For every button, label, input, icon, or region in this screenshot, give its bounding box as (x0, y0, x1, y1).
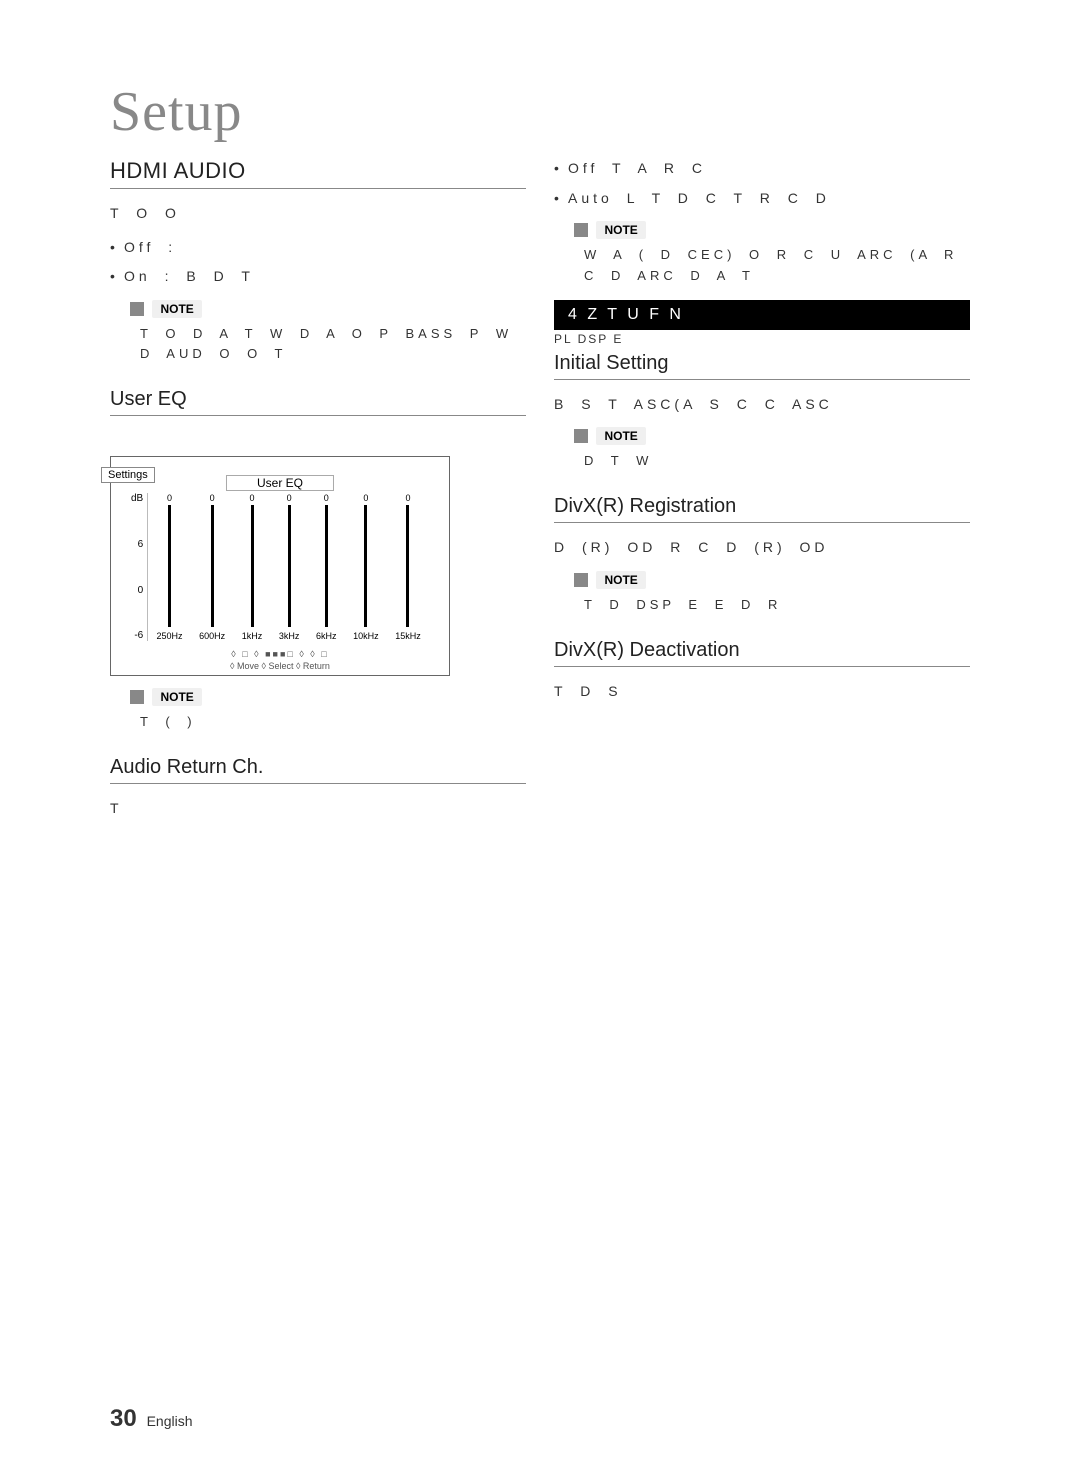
note-icon (130, 690, 144, 704)
eq-footer: ◊ □ ◊ ■■■□ ◊ ◊ □ ◊ Move ◊ Select ◊ Retur… (111, 649, 449, 671)
eq-band: 0 10kHz (353, 493, 379, 641)
note-icon (574, 573, 588, 587)
page-title: Setup (110, 80, 970, 144)
eq-freq: 1kHz (242, 631, 263, 641)
arc-text: T (110, 798, 526, 820)
eq-slider[interactable] (325, 505, 328, 627)
divx-reg-note: NOTE T D DSP E E D R (574, 571, 970, 615)
divx-deact-heading: DivX(R) Deactivation (554, 639, 970, 667)
y-tick: -6 (131, 630, 143, 641)
eq-footer-symbols: ◊ □ ◊ ■■■□ ◊ ◊ □ (111, 649, 449, 659)
list-item: Auto L T D C T R C D (568, 188, 970, 210)
hdmi-audio-bullets: Off : On : B D T (110, 237, 526, 288)
eq-slider[interactable] (406, 505, 409, 627)
note-text: T D DSP E E D R (574, 595, 970, 615)
page-number: 30 (110, 1405, 137, 1432)
eq-top-val: 0 (250, 493, 255, 503)
note-label: NOTE (596, 571, 645, 589)
eq-band: 0 1kHz (242, 493, 263, 641)
page-language: English (147, 1413, 193, 1429)
eq-top-val: 0 (363, 493, 368, 503)
arc-heading: Audio Return Ch. (110, 756, 526, 784)
user-eq-chart: Settings User EQ dB 6 0 -6 0250Hz 0600Hz… (110, 456, 450, 676)
user-eq-note: NOTE T ( ) (130, 688, 526, 732)
note-label: NOTE (152, 688, 201, 706)
note-text: T O D A T W D A O P BASS P W D AUD O O T (130, 324, 526, 364)
eq-freq: 600Hz (199, 631, 225, 641)
divx-deact-text: T D S (554, 681, 970, 703)
eq-slider[interactable] (251, 505, 254, 627)
hdmi-audio-heading: HDMI AUDIO (110, 158, 526, 189)
eq-footer-text: ◊ Move ◊ Select ◊ Return (111, 661, 449, 671)
divx-reg-text: D (R) OD R C D (R) OD (554, 537, 970, 559)
hdmi-audio-intro: T O O (110, 203, 526, 225)
list-item: On : B D T (124, 266, 526, 288)
left-column: HDMI AUDIO T O O Off : On : B D T NOTE T… (110, 158, 526, 832)
db-unit: dB (131, 493, 143, 504)
note-icon (574, 429, 588, 443)
note-icon (574, 223, 588, 237)
eq-slider[interactable] (211, 505, 214, 627)
note-text: W A ( D CEC) O R C U ARC (A R C D ARC D … (574, 245, 970, 285)
note-text: T ( ) (130, 712, 526, 732)
eq-freq: 250Hz (157, 631, 183, 641)
eq-band: 0 3kHz (279, 493, 300, 641)
banner-subcaption: PL DSP E (554, 332, 970, 346)
eq-freq: 15kHz (395, 631, 421, 641)
list-item: Off T A R C (568, 158, 970, 180)
divx-reg-heading: DivX(R) Registration (554, 495, 970, 523)
eq-top-val: 0 (324, 493, 329, 503)
eq-slider[interactable] (364, 505, 367, 627)
note-label: NOTE (596, 221, 645, 239)
list-item: Off : (124, 237, 526, 259)
initial-setting-text: B S T ASC(A S C C ASC (554, 394, 970, 416)
eq-band: 0 600Hz (199, 493, 225, 641)
eq-body: dB 6 0 -6 0 250Hz 0 600Hz 0 1kHz 0 3kHz 0 6kH… (131, 493, 429, 641)
eq-title: User EQ (226, 475, 334, 491)
right-top-bullets: Off T A R C Auto L T D C T R C D (554, 158, 970, 209)
eq-freq: 10kHz (353, 631, 379, 641)
y-tick: 6 (131, 539, 143, 550)
eq-y-axis: dB 6 0 -6 (131, 493, 147, 641)
eq-band: 0 250Hz (157, 493, 183, 641)
eq-freq: 3kHz (279, 631, 300, 641)
two-column-layout: HDMI AUDIO T O O Off : On : B D T NOTE T… (110, 158, 970, 832)
note-text: D T W (574, 451, 970, 471)
eq-slider[interactable] (288, 505, 291, 627)
initial-setting-heading: Initial Setting (554, 352, 970, 380)
right-top-note: NOTE W A ( D CEC) O R C U ARC (A R C D A… (574, 221, 970, 285)
system-banner: 4 Z T U F N (554, 300, 970, 330)
user-eq-heading: User EQ (110, 388, 526, 416)
right-column: Off T A R C Auto L T D C T R C D NOTE W … (554, 158, 970, 832)
y-tick: 0 (131, 585, 143, 596)
note-label: NOTE (596, 427, 645, 445)
note-icon (130, 302, 144, 316)
eq-band: 0 15kHz (395, 493, 421, 641)
eq-slider[interactable] (168, 505, 171, 627)
eq-top-val: 0 (405, 493, 410, 503)
page-footer: 30 English (110, 1405, 193, 1433)
note-label: NOTE (152, 300, 201, 318)
hdmi-note: NOTE T O D A T W D A O P BASS P W D AUD … (130, 300, 526, 364)
eq-settings-tab: Settings (101, 467, 155, 483)
eq-top-val: 0 (210, 493, 215, 503)
eq-top-val: 0 (287, 493, 292, 503)
eq-top-val: 0 (167, 493, 172, 503)
initial-setting-note: NOTE D T W (574, 427, 970, 471)
eq-freq: 6kHz (316, 631, 337, 641)
eq-bars: 0 250Hz 0 600Hz 0 1kHz 0 3kHz 0 6kHz 0 10kHz 0… (147, 493, 429, 641)
eq-band: 0 6kHz (316, 493, 337, 641)
